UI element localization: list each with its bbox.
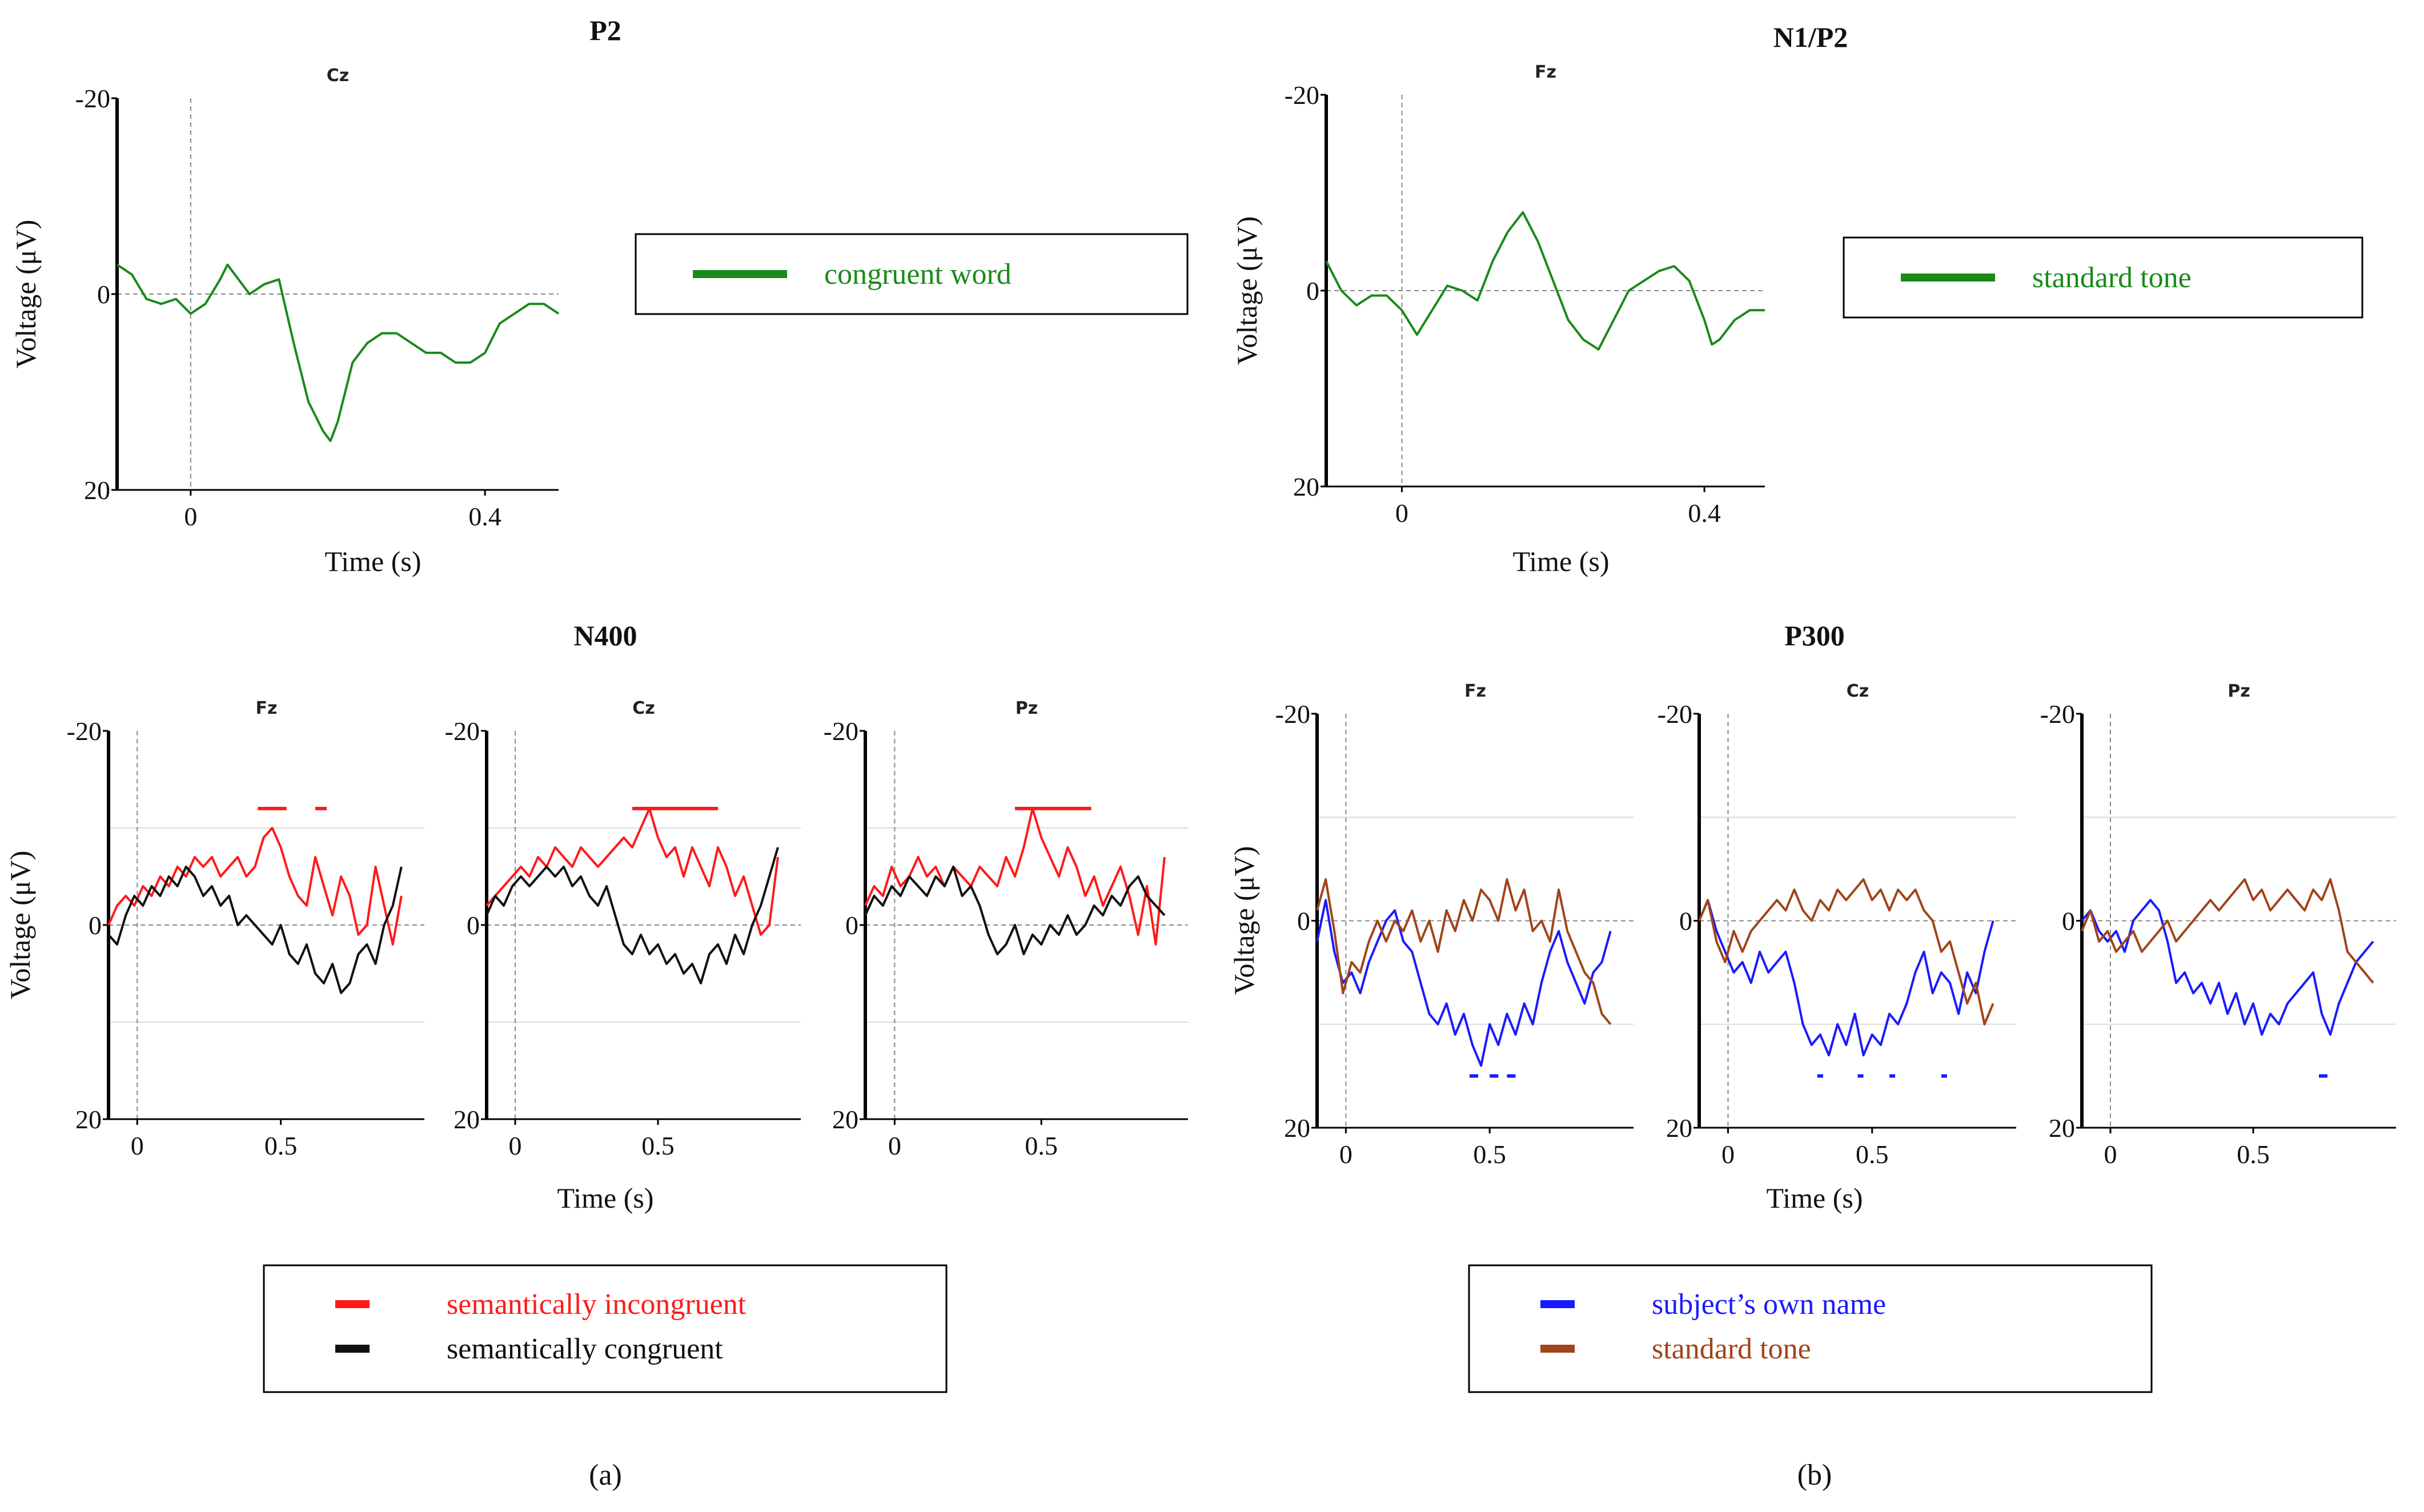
y-tick-label: 0 <box>1679 907 1692 936</box>
legend-frame <box>1468 1264 2153 1393</box>
legend-frame <box>263 1264 948 1393</box>
y-tick-label: -20 <box>445 717 480 746</box>
y-tick-label: 0 <box>89 911 102 940</box>
series-line <box>864 866 1166 955</box>
y-tick-label: -20 <box>1658 699 1692 729</box>
channel-label: Cz <box>1847 681 1869 701</box>
y-axis-label: Voltage (μV) <box>1228 846 1260 995</box>
y-tick-label: -20 <box>824 717 858 746</box>
panel-label: (b) <box>1797 1459 1832 1491</box>
y-axis-label: Voltage (μV) <box>4 851 36 1000</box>
series-line <box>1698 878 1994 1026</box>
channel-label: Pz <box>2228 681 2250 701</box>
x-tick-label: 0 <box>1339 1140 1353 1169</box>
legend-box: semantically incongruent semantically con… <box>263 1264 948 1393</box>
y-tick-label: 20 <box>1284 1113 1310 1143</box>
y-tick-label: 20 <box>84 476 110 505</box>
y-tick-label: 20 <box>1293 472 1319 501</box>
x-axis-label: Time (s) <box>1766 1182 1863 1214</box>
legend-label: semantically incongruent <box>447 1288 747 1321</box>
component-title: P300 <box>1784 620 1845 652</box>
x-tick-label: 0.4 <box>468 502 501 531</box>
channel-label: Cz <box>632 698 655 718</box>
erp-plot-5: Pz -20 0 20 0 0.5 <box>824 698 1188 1160</box>
x-axis-label: Time (s) <box>557 1182 653 1214</box>
channel-label: Pz <box>1016 698 1038 718</box>
series-line <box>485 807 779 936</box>
series-line <box>116 263 560 443</box>
y-tick-label: 20 <box>1666 1113 1692 1143</box>
series-line <box>2081 878 2374 984</box>
legend-box: subject’s own name standard tone <box>1468 1264 2153 1393</box>
erp-plot-8: Pz -20 0 20 0 0.5 <box>2040 681 2396 1169</box>
y-tick-label: -20 <box>2040 699 2075 729</box>
x-tick-label: 0 <box>1721 1140 1735 1169</box>
y-tick-label: -20 <box>1285 81 1319 110</box>
legend-box: standard tone <box>1843 236 2363 319</box>
series-line <box>107 866 403 994</box>
y-tick-label: -20 <box>75 84 110 113</box>
erp-plot-7: Cz -20 0 20 0 0.5 Time (s) <box>1658 681 2016 1214</box>
y-tick-label: 0 <box>2062 907 2075 936</box>
series-line <box>485 847 779 984</box>
x-tick-label: 0.5 <box>264 1131 298 1160</box>
channel-label: Fz <box>1464 681 1486 701</box>
legend-label: standard tone <box>2032 262 2192 294</box>
x-tick-label: 0 <box>184 502 197 531</box>
x-tick-label: 0.5 <box>641 1131 675 1160</box>
legend-label: standard tone <box>1652 1333 1811 1365</box>
legend-label: subject’s own name <box>1652 1288 1886 1321</box>
x-tick-label: 0 <box>2104 1140 2117 1169</box>
panel-label: (a) <box>589 1459 622 1491</box>
x-tick-label: 0 <box>509 1131 522 1160</box>
legend-label: congruent word <box>824 258 1012 291</box>
x-tick-label: 0 <box>131 1131 144 1160</box>
channel-label: Fz <box>1535 62 1556 82</box>
y-tick-label: -20 <box>1275 699 1310 729</box>
x-tick-label: 0 <box>888 1131 901 1160</box>
erp-plot-2: N1/P2 Fz -20 0 20 0 0.4 Time (s) Voltage (μV) <box>1231 21 1848 577</box>
y-axis-label: Voltage (μV) <box>1231 216 1263 365</box>
series-line <box>2081 899 2374 1036</box>
y-tick-label: 20 <box>832 1105 858 1134</box>
component-title: N400 <box>573 620 637 652</box>
legend-label: semantically congruent <box>447 1333 723 1365</box>
y-tick-label: -20 <box>67 717 102 746</box>
x-tick-label: 0.5 <box>1856 1140 1889 1169</box>
erp-plot-4: Cz -20 0 20 0 0.5 Time (s) <box>445 698 801 1214</box>
y-tick-label: 0 <box>467 911 480 940</box>
x-tick-label: 0.5 <box>2237 1140 2270 1169</box>
series-line <box>1325 211 1765 351</box>
x-tick-label: 0.4 <box>1688 498 1721 528</box>
component-title: P2 <box>589 14 621 46</box>
series-line <box>1698 899 1994 1057</box>
channel-label: Cz <box>327 66 349 86</box>
erp-plot-3: N400 Fz -20 0 20 0 0.5 Voltage (μV) <box>4 620 637 1160</box>
series-line <box>107 827 403 946</box>
y-tick-label: 20 <box>75 1105 102 1134</box>
legend-frame <box>1843 236 2363 319</box>
series-line <box>1316 878 1612 1026</box>
component-title: N1/P2 <box>1773 21 1848 53</box>
y-tick-label: 0 <box>845 911 858 940</box>
x-axis-label: Time (s) <box>1512 545 1609 577</box>
x-axis-label: Time (s) <box>324 545 421 577</box>
y-axis-label: Voltage (μV) <box>10 220 42 369</box>
y-tick-label: 20 <box>454 1105 480 1134</box>
series-line <box>864 807 1166 946</box>
legend-box: congruent word <box>635 233 1189 315</box>
series-line <box>1316 899 1612 1067</box>
erp-plot-6: P300 Fz -20 0 20 0 0.5 Voltage (μV) <box>1228 620 1845 1169</box>
y-tick-label: 20 <box>2049 1113 2075 1143</box>
x-tick-label: 0.5 <box>1025 1131 1058 1160</box>
channel-label: Fz <box>256 698 278 718</box>
y-tick-label: 0 <box>1297 907 1310 936</box>
y-tick-label: 0 <box>1306 276 1319 305</box>
erp-plot-1: P2 Cz -20 0 20 0 0.4 Time (s) Voltage (μV) <box>10 14 621 577</box>
x-tick-label: 0.5 <box>1473 1140 1506 1169</box>
x-tick-label: 0 <box>1395 498 1408 528</box>
y-tick-label: 0 <box>97 280 110 309</box>
